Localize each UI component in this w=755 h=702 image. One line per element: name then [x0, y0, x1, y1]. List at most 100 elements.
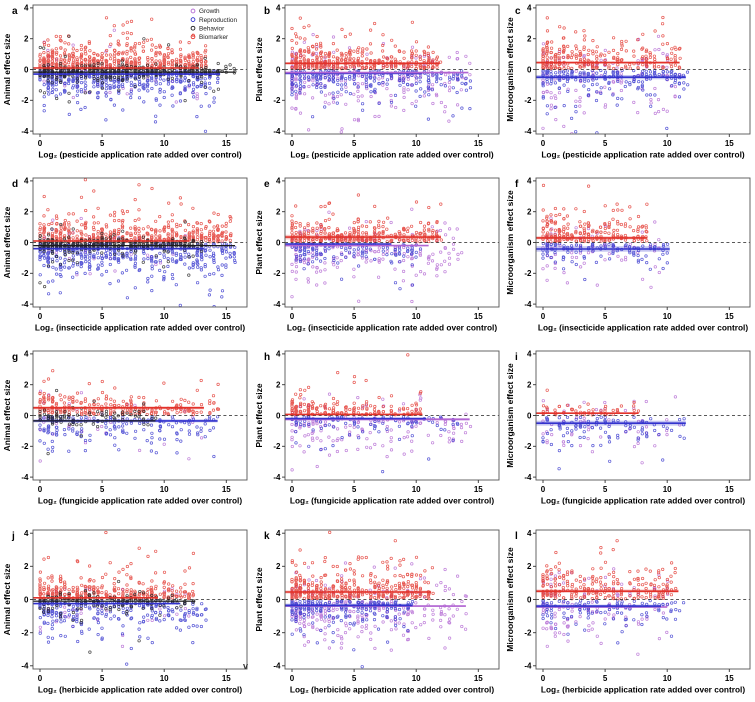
y-tick-label: -4	[21, 127, 29, 136]
y-tick-label: -4	[273, 473, 281, 482]
y-tick-label: 0	[527, 411, 532, 420]
y-tick-label: 4	[527, 177, 532, 186]
x-tick-label: 15	[222, 312, 231, 321]
x-tick-label: 5	[100, 485, 105, 494]
points-reproduction	[38, 598, 208, 666]
y-ticks: -4 -2 0 2 4	[21, 4, 33, 136]
y-tick-label: 0	[24, 411, 29, 420]
points-reproduction	[38, 68, 220, 133]
plot-i: 0 5 10 15 -4 -2 0 2 4 Log₂ (fungicide application…	[505, 350, 751, 506]
x-tick-label: 5	[603, 139, 608, 148]
x-axis-label: Log₂ (fungicide application rate added o…	[290, 496, 494, 506]
legend-marker-growth	[190, 8, 196, 14]
x-tick-label: 5	[100, 312, 105, 321]
x-ticks: 0 5 10 15	[38, 480, 231, 494]
legend-item-biomarker: Biomarker	[190, 34, 229, 41]
panel-letter: d	[12, 179, 18, 190]
points-reproduction	[38, 414, 220, 459]
panel-k: 0 5 10 15 -4 -2 0 2 4 Log₂ (herbicide application…	[252, 519, 504, 702]
panel-j: 0 5 10 15 -4 -2 0 2 4 Log₂ (herbicide application…	[0, 519, 252, 702]
y-axis-label: Plant effect size	[254, 37, 264, 102]
x-tick-label: 5	[100, 139, 105, 148]
y-tick-label: 4	[527, 4, 532, 13]
panel-i: 0 5 10 15 -4 -2 0 2 4 Log₂ (fungicide application…	[503, 346, 755, 519]
y-ticks: -4 -2 0 2 4	[273, 529, 285, 671]
y-tick-label: -4	[524, 127, 532, 136]
y-tick-label: 2	[276, 208, 281, 217]
plot-j: 0 5 10 15 -4 -2 0 2 4 Log₂ (herbicide application…	[2, 529, 248, 695]
y-tick-label: -4	[524, 300, 532, 309]
y-tick-label: -4	[21, 473, 29, 482]
x-axis-label: Log₂ (fungicide application rate added o…	[541, 496, 745, 506]
x-tick-label: 5	[603, 485, 608, 494]
x-tick-label: 0	[290, 312, 295, 321]
points-growth	[38, 389, 204, 463]
y-axis-label: Plant effect size	[254, 383, 264, 448]
stray-text: v	[243, 661, 249, 671]
legend-item-behavior: Behavior	[190, 25, 225, 32]
points-growth	[290, 392, 473, 472]
x-tick-label: 10	[663, 312, 672, 321]
x-tick-label: 0	[38, 674, 43, 683]
plot-d: 0 5 10 15 -4 -2 0 2 4 Log₂ (insecticide applicati…	[2, 177, 248, 333]
y-tick-label: 4	[276, 529, 281, 538]
y-tick-label: 2	[527, 35, 532, 44]
panel-h: 0 5 10 15 -4 -2 0 2 4 Log₂ (fungicide application…	[252, 346, 504, 519]
y-tick-label: 2	[527, 562, 532, 571]
x-tick-label: 15	[725, 312, 734, 321]
y-ticks: -4 -2 0 2 4	[21, 529, 33, 671]
panel-letter: k	[264, 531, 270, 542]
points-reproduction	[290, 68, 473, 121]
y-tick-label: 2	[527, 381, 532, 390]
y-tick-label: 4	[527, 350, 532, 359]
x-ticks: 0 5 10 15	[290, 480, 483, 494]
x-tick-label: 15	[222, 139, 231, 148]
legend-marker-behavior	[190, 25, 196, 31]
x-tick-label: 15	[222, 485, 231, 494]
y-tick-label: -4	[273, 300, 281, 309]
x-tick-label: 15	[474, 312, 483, 321]
y-tick-label: -4	[21, 662, 29, 671]
points-growth	[541, 567, 670, 656]
x-tick-label: 10	[663, 674, 672, 683]
panel-letter: h	[264, 352, 270, 363]
y-ticks: -4 -2 0 2 4	[273, 350, 285, 482]
points-reproduction	[290, 598, 415, 669]
y-tick-label: 2	[24, 208, 29, 217]
x-ticks: 0 5 10 15	[38, 307, 231, 321]
y-ticks: -4 -2 0 2 4	[273, 177, 285, 309]
plot-a: 0 5 10 15 -4 -2 0 2 4 Log₂ (pesticide application…	[2, 4, 248, 160]
y-tick-label: -2	[524, 269, 532, 278]
y-tick-label: 4	[24, 350, 29, 359]
plot-l: 0 5 10 15 -4 -2 0 2 4 Log₂ (herbicide application…	[505, 529, 751, 695]
x-tick-label: 5	[352, 139, 357, 148]
panel-b: 0 5 10 15 -4 -2 0 2 4 Log₂ (pesticide application…	[252, 0, 504, 173]
panel-letter: g	[12, 352, 18, 363]
legend-label-biomarker: Biomarker	[199, 34, 229, 41]
panel-letter: a	[12, 6, 18, 17]
x-tick-label: 0	[38, 485, 43, 494]
legend-marker-reproduction	[190, 17, 196, 22]
x-tick-label: 10	[663, 139, 672, 148]
y-tick-label: 2	[24, 381, 29, 390]
y-axis-label: Animal effect size	[2, 379, 12, 451]
panel-g: 0 5 10 15 -4 -2 0 2 4 Log₂ (fungicide application…	[0, 346, 252, 519]
y-tick-label: -4	[524, 473, 532, 482]
x-tick-label: 10	[412, 312, 421, 321]
points-reproduction	[38, 241, 237, 307]
plot-c: 0 5 10 15 -4 -2 0 2 4 Log₂ (pesticide application…	[505, 4, 751, 160]
y-tick-label: 0	[527, 65, 532, 74]
x-tick-label: 5	[603, 674, 608, 683]
y-axis-label: Animal effect size	[2, 33, 12, 105]
y-tick-label: -2	[21, 269, 29, 278]
panel-letter: l	[515, 531, 518, 542]
x-tick-label: 15	[725, 485, 734, 494]
y-tick-label: 2	[276, 562, 281, 571]
y-tick-label: 2	[24, 562, 29, 571]
x-tick-label: 5	[352, 312, 357, 321]
panel-letter: e	[264, 179, 270, 190]
x-axis-label: Log₂ (fungicide application rate added o…	[38, 496, 242, 506]
legend-label-behavior: Behavior	[199, 25, 225, 32]
y-tick-label: -2	[273, 269, 281, 278]
